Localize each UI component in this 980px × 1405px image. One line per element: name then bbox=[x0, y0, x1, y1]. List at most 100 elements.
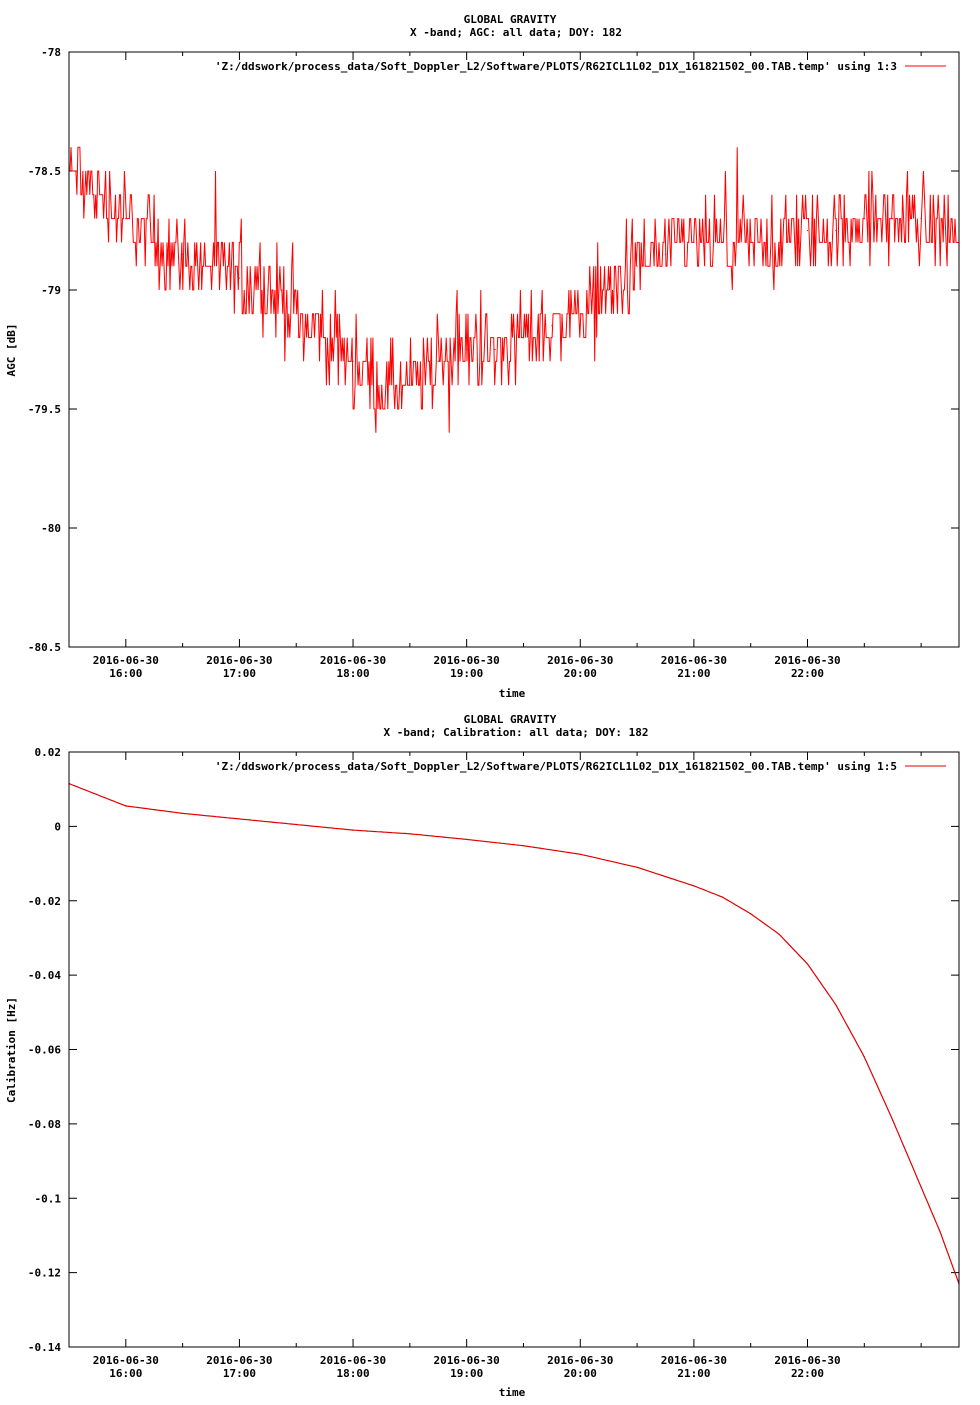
x-tick-label-time: 16:00 bbox=[109, 1367, 142, 1380]
data-point bbox=[182, 253, 184, 255]
chart-subtitle: X -band; AGC: all data; DOY: 182 bbox=[410, 26, 622, 39]
data-point bbox=[494, 348, 496, 351]
data-point bbox=[466, 348, 468, 351]
data-point bbox=[750, 913, 752, 915]
x-axis-label: time bbox=[499, 1386, 526, 1399]
data-point bbox=[96, 194, 98, 196]
data-point bbox=[863, 1056, 865, 1058]
data-point bbox=[693, 885, 695, 887]
data-point bbox=[892, 1119, 894, 1121]
x-axis-label: time bbox=[499, 687, 526, 700]
chart-calibration: GLOBAL GRAVITY X -band; Calibration: all… bbox=[5, 713, 960, 1399]
y-tick-label: -80 bbox=[41, 522, 61, 535]
data-point bbox=[636, 265, 638, 267]
data-point bbox=[806, 229, 809, 232]
data-point bbox=[835, 1004, 837, 1006]
y-tick-label: -0.02 bbox=[28, 895, 61, 908]
y-tick-label: -0.1 bbox=[35, 1192, 62, 1205]
series-line bbox=[69, 146, 959, 433]
data-point bbox=[352, 360, 354, 362]
x-tick-label-date: 2016-06-30 bbox=[661, 654, 727, 667]
legend: 'Z:/ddswork/process_data/Soft_Doppler_L2… bbox=[215, 760, 946, 773]
data-point bbox=[409, 833, 411, 835]
series-line bbox=[68, 783, 960, 1285]
data-point bbox=[920, 218, 922, 220]
x-tick-label-time: 22:00 bbox=[791, 1367, 824, 1380]
y-tick-label: 0.02 bbox=[35, 746, 62, 759]
data-point bbox=[579, 313, 581, 315]
data-point bbox=[721, 896, 723, 898]
x-tick-label-date: 2016-06-30 bbox=[547, 1354, 613, 1367]
x-tick-label-date: 2016-06-30 bbox=[206, 1354, 272, 1367]
data-point bbox=[806, 963, 809, 965]
data-point bbox=[437, 360, 439, 362]
data-point bbox=[522, 337, 525, 339]
data-point bbox=[939, 1231, 941, 1233]
x-tick-label-time: 20:00 bbox=[564, 667, 597, 680]
x-tick-label-date: 2016-06-30 bbox=[93, 654, 159, 667]
y-axis-label: Calibration [Hz] bbox=[5, 997, 18, 1103]
y-tick-label: -80.5 bbox=[28, 641, 61, 654]
legend-label: 'Z:/ddswork/process_data/Soft_Doppler_L2… bbox=[215, 760, 897, 773]
x-tick-label-time: 19:00 bbox=[450, 667, 483, 680]
y-tick-label: -79 bbox=[41, 284, 61, 297]
x-tick-label-time: 21:00 bbox=[677, 667, 710, 680]
data-point bbox=[920, 1186, 922, 1188]
data-point bbox=[182, 812, 184, 815]
y-tick-label: -79.5 bbox=[28, 403, 61, 416]
data-point bbox=[238, 277, 240, 279]
x-tick-label-date: 2016-06-30 bbox=[661, 1354, 727, 1367]
data-point bbox=[295, 823, 297, 826]
y-tick-label: -0.14 bbox=[28, 1341, 61, 1354]
data-point bbox=[664, 253, 667, 255]
data-point bbox=[125, 805, 127, 807]
data-point bbox=[466, 838, 468, 841]
y-tick-label: -0.04 bbox=[28, 969, 61, 982]
x-tick-labels: 2016-06-3016:002016-06-3017:002016-06-30… bbox=[68, 52, 922, 680]
data-point bbox=[238, 818, 240, 820]
plot-frame bbox=[68, 751, 960, 1348]
data-point bbox=[551, 325, 553, 327]
data-point bbox=[778, 933, 780, 935]
chart-title: GLOBAL GRAVITY bbox=[464, 13, 557, 26]
legend: 'Z:/ddswork/process_data/Soft_Doppler_L2… bbox=[215, 60, 946, 73]
data-point bbox=[778, 241, 780, 243]
x-tick-labels: 2016-06-3016:002016-06-3017:002016-06-30… bbox=[68, 752, 922, 1380]
x-tick-label-time: 20:00 bbox=[564, 1367, 597, 1380]
data-point bbox=[636, 866, 638, 868]
x-tick-label-time: 21:00 bbox=[677, 1367, 710, 1380]
y-tick-label: -0.08 bbox=[28, 1118, 61, 1131]
data-point bbox=[324, 337, 326, 339]
x-tick-label-date: 2016-06-30 bbox=[320, 1354, 386, 1367]
data-point bbox=[522, 845, 525, 847]
x-tick-label-time: 18:00 bbox=[336, 667, 369, 680]
y-tick-label: -78 bbox=[41, 46, 61, 59]
y-tick-label: -78.5 bbox=[28, 165, 61, 178]
y-tick-label: -0.12 bbox=[28, 1267, 61, 1280]
legend-label: 'Z:/ddswork/process_data/Soft_Doppler_L2… bbox=[215, 60, 897, 73]
x-tick-label-date: 2016-06-30 bbox=[774, 1354, 840, 1367]
data-point bbox=[579, 853, 581, 855]
y-tick-labels: -78 -78.5 -79 -79.5 -80 -80.5 bbox=[28, 46, 959, 654]
data-point bbox=[409, 384, 411, 386]
chart-title: GLOBAL GRAVITY bbox=[464, 713, 557, 726]
x-tick-label-date: 2016-06-30 bbox=[320, 654, 386, 667]
x-tick-label-time: 17:00 bbox=[223, 667, 256, 680]
x-tick-label-time: 18:00 bbox=[336, 1367, 369, 1380]
x-tick-label-time: 19:00 bbox=[450, 1367, 483, 1380]
x-tick-label-date: 2016-06-30 bbox=[434, 654, 500, 667]
data-point bbox=[750, 241, 752, 243]
data-point bbox=[352, 829, 354, 831]
chart-subtitle: X -band; Calibration: all data; DOY: 182 bbox=[384, 726, 649, 739]
x-tick-label-date: 2016-06-30 bbox=[93, 1354, 159, 1367]
y-axis-label: AGC [dB] bbox=[5, 324, 18, 377]
data-point bbox=[267, 289, 269, 291]
data-point bbox=[863, 218, 865, 220]
data-point bbox=[295, 313, 297, 315]
y-tick-label: -0.06 bbox=[28, 1044, 61, 1057]
data-point bbox=[125, 218, 127, 220]
x-tick-label-date: 2016-06-30 bbox=[547, 654, 613, 667]
